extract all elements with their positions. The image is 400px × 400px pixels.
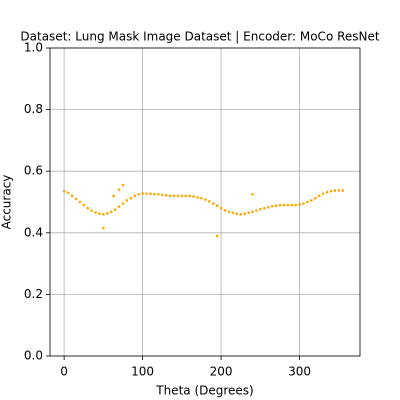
point [78,200,82,204]
y-tick-label: 0.6 [24,164,43,178]
point [164,193,168,197]
point [329,189,333,193]
point [153,192,156,196]
x-axis-label: Theta (Degrees) [155,384,253,398]
point [321,192,325,195]
point [243,212,246,216]
point [259,207,262,211]
point [215,234,219,238]
point [337,188,341,192]
point [239,213,243,216]
point [149,192,152,195]
point [184,194,188,198]
point [82,203,86,207]
y-tick-label: 0.2 [24,287,43,301]
point [302,202,305,205]
point [215,204,219,207]
point [62,189,66,193]
point [251,210,254,214]
point [274,204,278,207]
point [141,192,144,195]
point [188,194,191,198]
plot-frame [49,47,361,357]
x-tick-label: 200 [210,365,233,379]
point [180,194,184,198]
point [145,192,148,195]
point [117,205,121,208]
point [168,194,172,198]
point [208,200,211,203]
point [317,194,321,198]
point [278,203,282,207]
point [113,208,117,211]
y-tick-label: 0.4 [24,225,43,239]
point [121,202,125,205]
point [282,203,286,207]
point [94,211,97,214]
point [102,226,105,230]
point [133,194,137,198]
point [86,206,89,210]
point [286,203,290,207]
point [251,193,254,196]
point [306,200,309,204]
point [109,210,113,214]
point [294,203,297,207]
point [117,188,121,191]
point [333,189,337,192]
y-axis-label: Accuracy [0,175,14,230]
point [200,197,203,200]
point [313,197,317,200]
point [223,209,227,212]
y-tick-label: 0.0 [24,349,43,363]
point [192,195,195,198]
x-tick-label: 300 [288,365,311,379]
point [125,199,129,202]
y-tick-label: 0.8 [24,102,43,116]
x-tick-label: 100 [131,365,154,379]
point [196,196,199,199]
point [247,211,250,215]
point [341,189,345,192]
point [157,193,160,196]
point [176,194,180,198]
point [90,209,93,212]
point [105,212,109,215]
point [325,190,329,194]
point [255,209,258,212]
point [298,203,301,206]
point [70,194,74,198]
point [270,205,274,208]
point [160,193,164,197]
point [129,197,133,200]
point [290,203,294,207]
point [172,194,176,198]
point [235,212,239,216]
point [121,183,125,187]
point [137,193,140,196]
point [204,198,207,201]
point [310,199,313,202]
y-tick-label: 1.0 [24,41,43,55]
point [74,197,78,201]
point [266,205,270,209]
point [219,206,223,210]
point [262,206,266,210]
x-tick-label: 0 [60,365,68,379]
point [112,194,115,198]
point [211,202,215,205]
point [102,213,105,216]
point [231,211,235,215]
point [98,212,101,216]
chart-title: Dataset: Lung Mask Image Dataset | Encod… [20,30,379,44]
point [227,210,231,214]
point [66,191,70,195]
